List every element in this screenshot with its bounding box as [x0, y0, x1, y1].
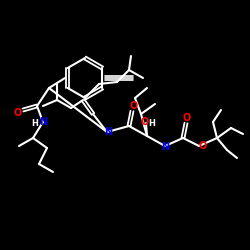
Text: H: H [148, 118, 156, 128]
Text: H: H [32, 120, 38, 128]
Text: O: O [130, 101, 138, 111]
Text: N: N [161, 142, 169, 152]
Text: N: N [39, 117, 47, 127]
Text: O: O [199, 141, 207, 151]
Text: N: N [104, 127, 112, 137]
Text: O: O [14, 108, 22, 118]
Text: O: O [183, 113, 191, 123]
Text: O: O [141, 117, 149, 127]
